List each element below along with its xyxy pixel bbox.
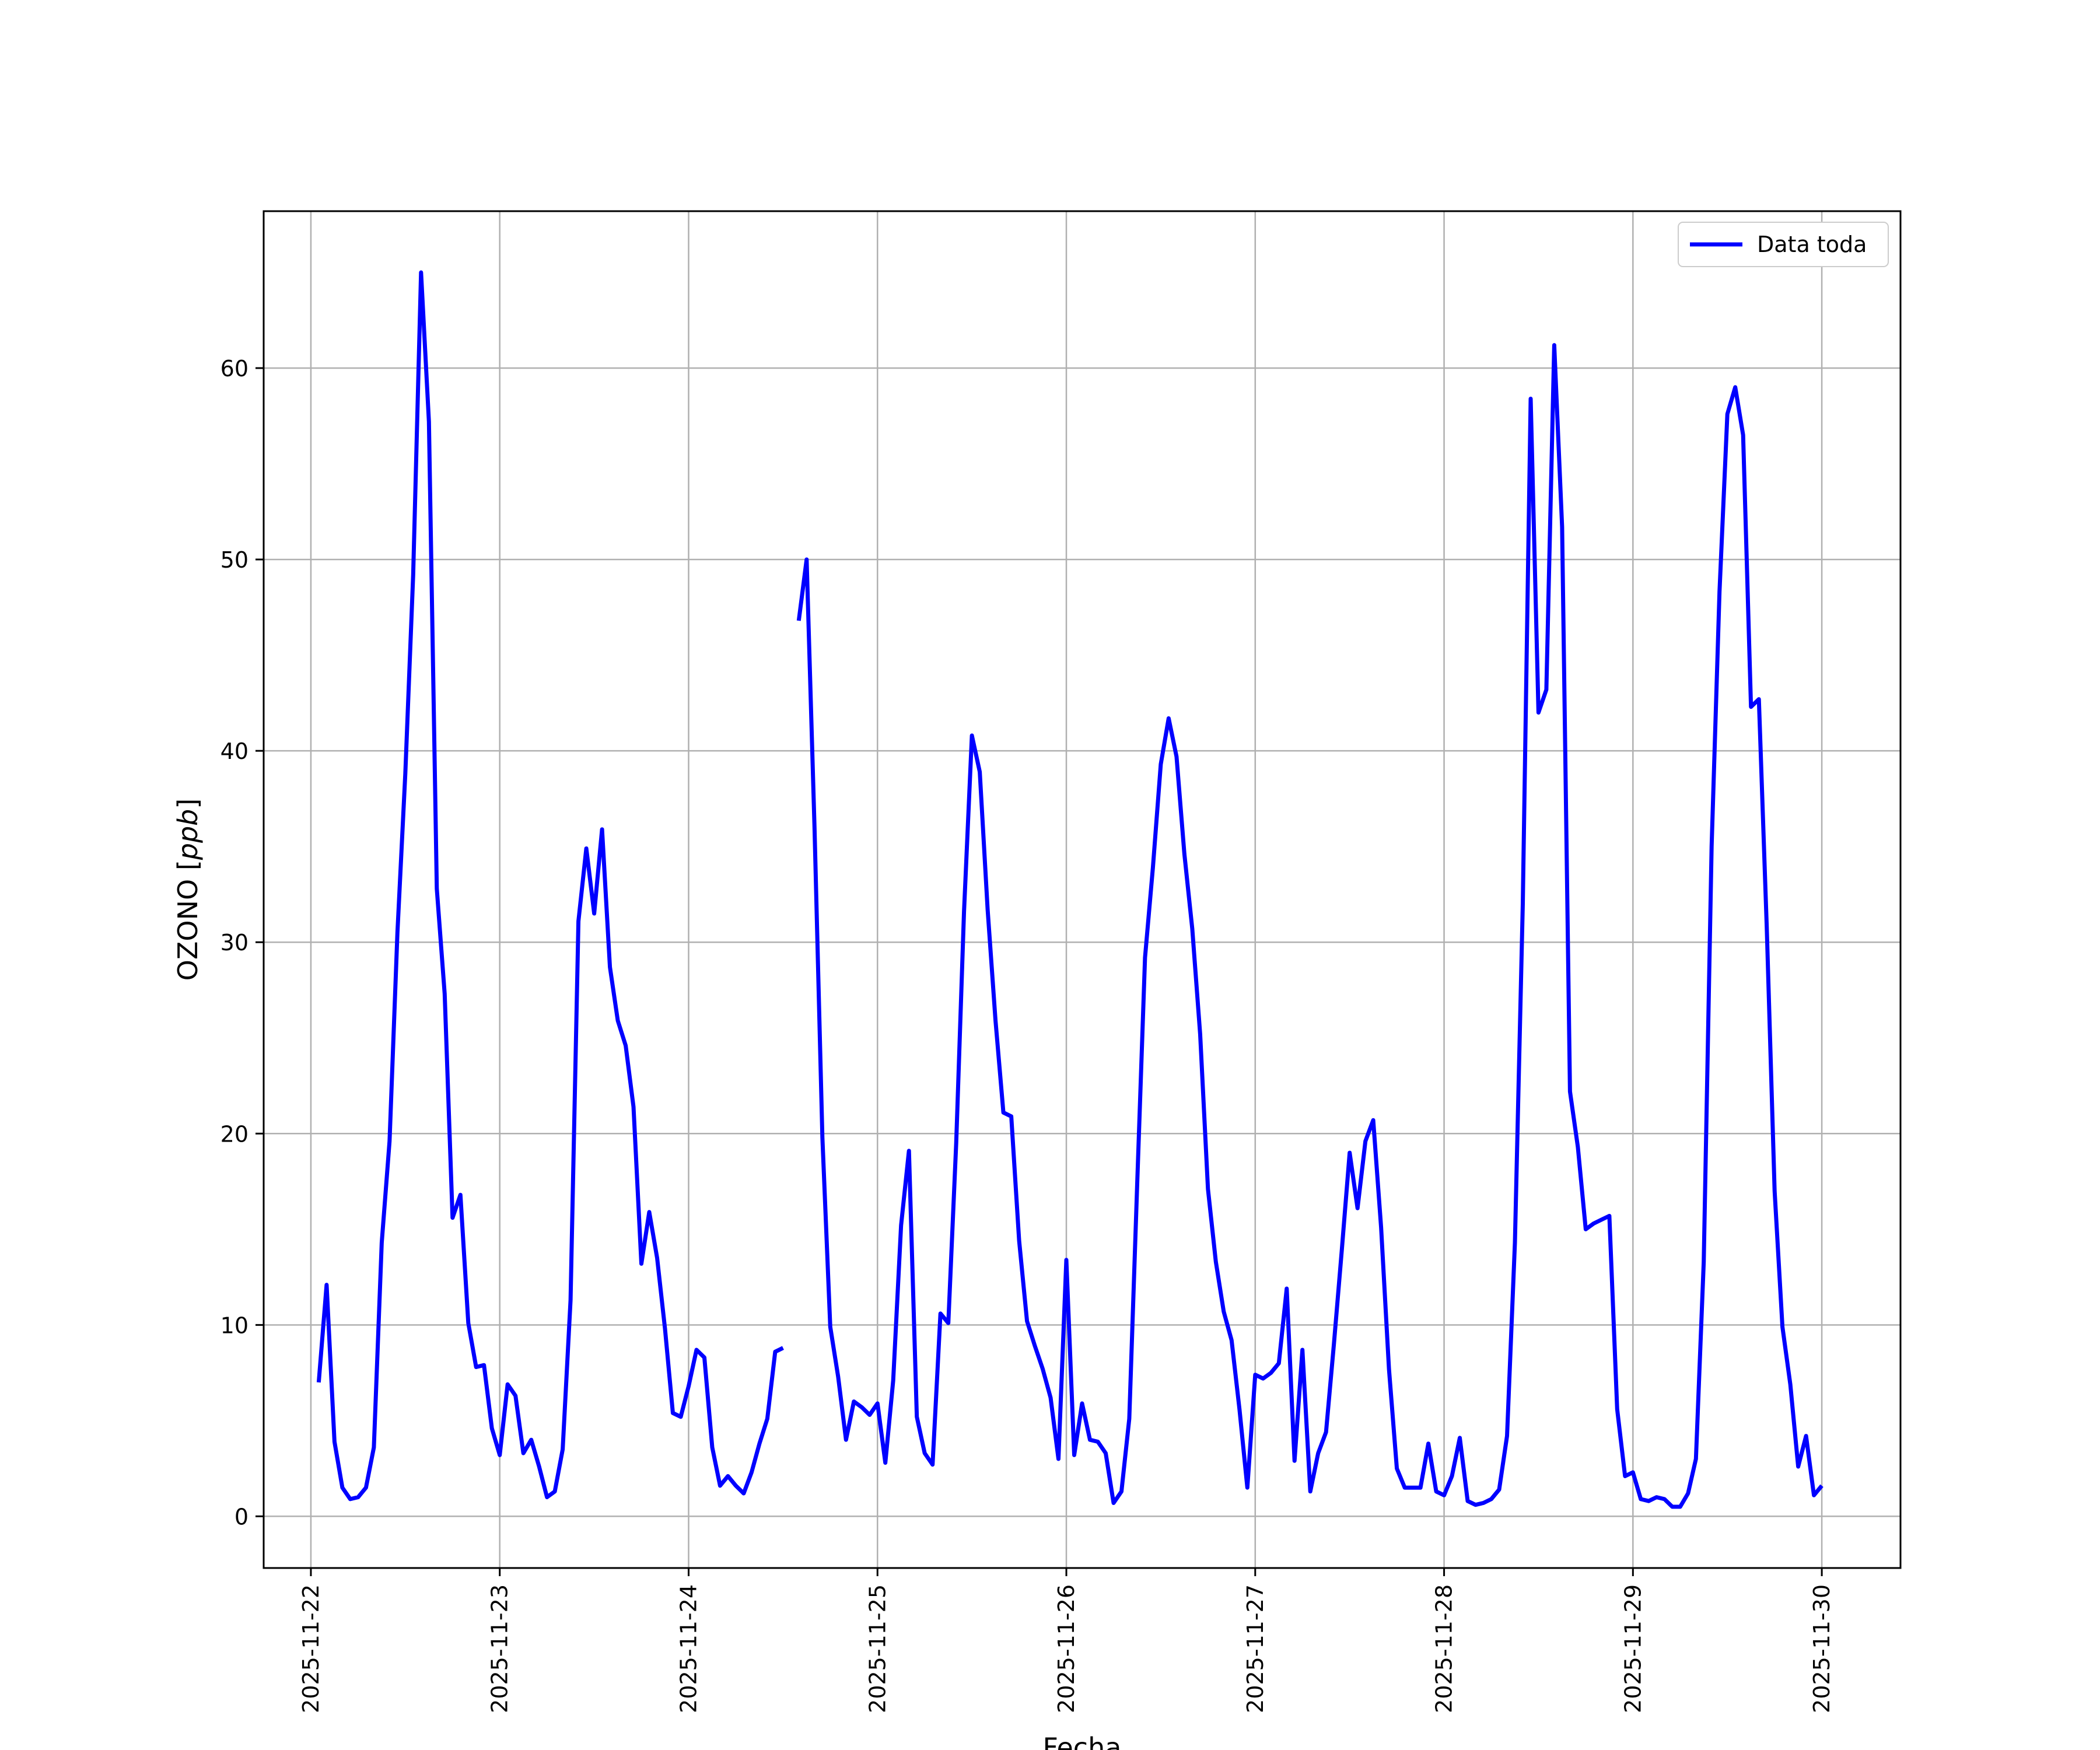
y-gridlines <box>264 367 1901 1517</box>
series-line-segment-1 <box>316 270 784 1502</box>
y-tick-label: 60 <box>220 356 249 382</box>
x-axis-label: Fecha <box>1043 1732 1122 1750</box>
legend: Data toda <box>1678 222 1889 267</box>
y-axis-label: OZONO [ppb] <box>172 799 204 981</box>
y-tick-label: 50 <box>220 547 249 573</box>
plot-area <box>264 211 1901 1568</box>
x-tick-label: 2025-11-23 <box>487 1584 513 1713</box>
x-tick-label: 2025-11-25 <box>864 1584 890 1713</box>
y-tick-label: 10 <box>220 1312 249 1338</box>
x-tick-label: 2025-11-26 <box>1054 1584 1079 1713</box>
series-data-toda <box>316 270 1824 1509</box>
y-tick-label: 30 <box>220 930 249 956</box>
y-axis-ticks: 0 10 20 30 40 50 60 <box>220 356 264 1530</box>
y-tick-label: 0 <box>235 1504 249 1530</box>
x-axis-ticks: 2025-11-22 2025-11-23 2025-11-24 2025-11-25… <box>298 1568 1835 1713</box>
series-line-segment-2 <box>796 343 1824 1509</box>
legend-label-data-toda: Data toda <box>1757 232 1867 257</box>
y-axis-label-unit: ppb <box>172 809 204 861</box>
y-axis-label-main: OZONO <box>172 870 204 981</box>
plot-frame <box>262 210 1902 1569</box>
x-tick-label: 2025-11-28 <box>1432 1584 1457 1713</box>
x-gridlines <box>310 211 1823 1568</box>
x-tick-label: 2025-11-29 <box>1620 1584 1646 1713</box>
y-tick-label: 40 <box>220 738 249 764</box>
y-axis-label-bracket-close: ] <box>172 799 204 809</box>
y-tick-label: 20 <box>220 1121 249 1147</box>
legend-box <box>1678 222 1889 267</box>
y-axis-label-bracket-open: [ <box>172 860 204 870</box>
x-tick-label: 2025-11-27 <box>1242 1584 1268 1713</box>
x-tick-label: 2025-11-24 <box>676 1584 701 1713</box>
x-tick-label: 2025-11-22 <box>298 1584 324 1713</box>
x-tick-label: 2025-11-30 <box>1809 1584 1835 1713</box>
